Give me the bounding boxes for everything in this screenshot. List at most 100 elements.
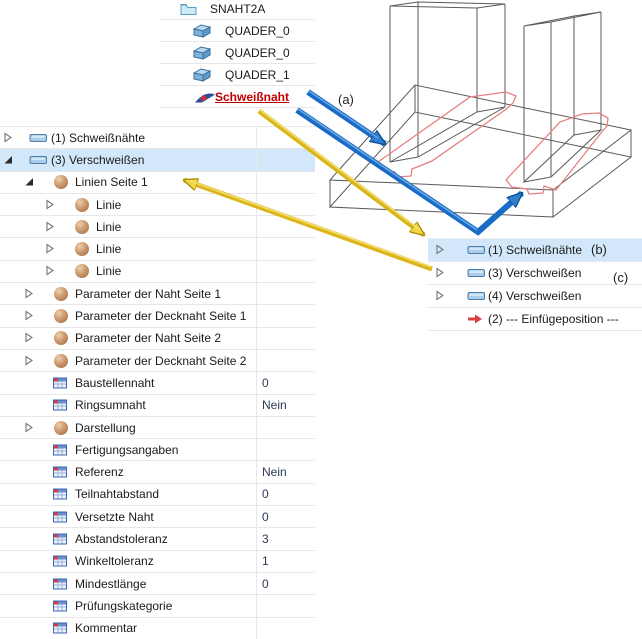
chevron-collapsed-icon bbox=[436, 267, 444, 278]
expander[interactable] bbox=[25, 332, 34, 344]
parameter-table-icon bbox=[53, 622, 67, 634]
property-grid-row[interactable]: Baustellennaht 0 bbox=[0, 372, 315, 395]
property-grid-row[interactable]: Prüfungskategorie bbox=[0, 595, 315, 618]
expander[interactable] bbox=[436, 267, 445, 279]
feature-list-row[interactable]: (2) --- Einfügeposition --- bbox=[428, 308, 642, 331]
 bbox=[192, 23, 212, 38]
model-tree-item[interactable]: QUADER_1 bbox=[160, 64, 315, 86]
property-label: Parameter der Naht Seite 2 bbox=[75, 331, 222, 346]
wireframe-left-wall bbox=[389, 1, 506, 163]
feature-list-row[interactable]: (4) Verschweißen bbox=[428, 285, 642, 308]
parameter-table-icon bbox=[53, 600, 67, 612]
model-tree: SNAHT2A QUADER_0 QUADER_0 QUADER_1 Schweißna… bbox=[160, 0, 315, 108]
insert-position-arrow-icon bbox=[468, 314, 482, 324]
property-value[interactable]: Nein bbox=[262, 398, 287, 413]
feature-list: (1) Schweißnähte (3) Verschweißen (4) Vers… bbox=[428, 238, 642, 331]
property-grid-row[interactable]: Linie bbox=[0, 261, 315, 284]
group-slab-icon bbox=[29, 155, 47, 164]
chevron-expanded-icon bbox=[4, 155, 12, 164]
property-grid-row[interactable]: Winkeltoleranz 1 bbox=[0, 551, 315, 573]
expander[interactable] bbox=[25, 288, 34, 299]
property-grid-row[interactable]: Abstandstoleranz 3 bbox=[0, 528, 315, 551]
model-tree-item[interactable]: QUADER_0 bbox=[160, 20, 315, 42]
expander[interactable] bbox=[25, 310, 34, 322]
property-grid-row[interactable]: Ringsumnaht Nein bbox=[0, 395, 315, 417]
expander[interactable] bbox=[46, 243, 55, 255]
model-tree-item[interactable]: QUADER_0 bbox=[160, 42, 315, 64]
expander[interactable] bbox=[46, 221, 55, 232]
 bbox=[53, 420, 69, 436]
model-tree-item[interactable]: Schweißnaht bbox=[160, 86, 315, 108]
property-grid-row[interactable]: Parameter der Decknaht Seite 1 bbox=[0, 305, 315, 328]
feature-list-row[interactable]: (3) Verschweißen bbox=[428, 262, 642, 285]
property-label: Baustellennaht bbox=[75, 375, 155, 390]
property-grid-row[interactable]: Darstellung bbox=[0, 417, 315, 440]
property-grid-row[interactable]: Referenz Nein bbox=[0, 461, 315, 484]
parameter-table-icon bbox=[53, 578, 67, 590]
 bbox=[467, 268, 486, 278]
property-grid-row[interactable]: Parameter der Naht Seite 2 bbox=[0, 328, 315, 350]
property-grid-row[interactable]: Versetzte Naht 0 bbox=[0, 506, 315, 529]
property-label: Mindestlänge bbox=[75, 576, 147, 591]
expander[interactable] bbox=[25, 177, 34, 188]
property-grid-row[interactable]: Fertigungsangaben bbox=[0, 439, 315, 462]
property-grid-row[interactable]: Linie bbox=[0, 216, 315, 239]
 bbox=[192, 67, 212, 82]
parameter-table-icon bbox=[53, 399, 67, 411]
weld-seam-left bbox=[377, 91, 517, 178]
property-grid-row[interactable]: (1) Schweißnähte bbox=[0, 127, 315, 150]
model-tree-item[interactable]: SNAHT2A bbox=[160, 0, 315, 20]
property-label: Versetzte Naht bbox=[75, 509, 154, 524]
expander[interactable] bbox=[4, 154, 13, 165]
sphere-icon bbox=[54, 286, 68, 301]
 bbox=[53, 511, 67, 523]
property-label: (3) Verschweißen bbox=[51, 152, 145, 167]
chevron-collapsed-icon bbox=[46, 199, 54, 210]
sphere-icon bbox=[54, 175, 68, 190]
chevron-collapsed-icon bbox=[436, 290, 444, 301]
 bbox=[53, 488, 67, 500]
parameter-table-icon bbox=[53, 533, 67, 545]
property-grid-row[interactable]: Mindestlänge 0 bbox=[0, 573, 315, 596]
property-value[interactable]: 0 bbox=[262, 576, 269, 591]
feature-label: (1) Schweißnähte bbox=[488, 243, 583, 257]
parameter-table-icon bbox=[53, 555, 67, 567]
expander[interactable] bbox=[25, 421, 34, 433]
chevron-collapsed-icon bbox=[25, 310, 33, 321]
property-grid-row[interactable]: Parameter der Naht Seite 1 bbox=[0, 283, 315, 306]
weld-seam-right bbox=[505, 112, 609, 195]
label-b: (b) bbox=[591, 242, 607, 257]
sphere-icon bbox=[75, 197, 89, 212]
expander[interactable] bbox=[436, 244, 445, 256]
property-grid-row[interactable]: Linie bbox=[0, 238, 315, 261]
expander[interactable] bbox=[436, 290, 445, 302]
label-a: (a) bbox=[338, 92, 354, 107]
model-tree-item-label: QUADER_0 bbox=[225, 45, 290, 60]
expander[interactable] bbox=[25, 355, 34, 366]
property-grid-row[interactable]: Linien Seite 1 bbox=[0, 172, 315, 194]
property-value[interactable]: 0 bbox=[262, 509, 269, 524]
property-grid-row[interactable]: (3) Verschweißen bbox=[0, 149, 315, 172]
property-value[interactable]: Nein bbox=[262, 465, 287, 480]
property-grid: (1) Schweißnähte (3) Verschweißen Linien S… bbox=[0, 126, 315, 639]
property-value[interactable]: 0 bbox=[262, 375, 269, 390]
property-grid-row[interactable]: Linie bbox=[0, 194, 315, 217]
property-value[interactable]: 3 bbox=[262, 531, 269, 546]
 bbox=[53, 377, 67, 389]
property-value[interactable]: 0 bbox=[262, 487, 269, 502]
expander[interactable] bbox=[4, 132, 13, 143]
feature-list-row[interactable]: (1) Schweißnähte bbox=[428, 239, 642, 262]
property-grid-row[interactable]: Kommentar bbox=[0, 618, 315, 639]
value-column-divider bbox=[256, 126, 257, 639]
property-value[interactable]: 1 bbox=[262, 554, 269, 569]
expander[interactable] bbox=[46, 265, 55, 277]
property-grid-row[interactable]: Teilnahtabstand 0 bbox=[0, 484, 315, 507]
cuboid-icon bbox=[192, 67, 212, 82]
 bbox=[53, 578, 67, 590]
expander[interactable] bbox=[46, 199, 55, 210]
property-grid-row[interactable]: Parameter der Decknaht Seite 2 bbox=[0, 350, 315, 373]
chevron-collapsed-icon bbox=[46, 265, 54, 276]
 bbox=[53, 353, 69, 369]
chevron-collapsed-icon bbox=[46, 243, 54, 254]
 bbox=[74, 241, 90, 257]
